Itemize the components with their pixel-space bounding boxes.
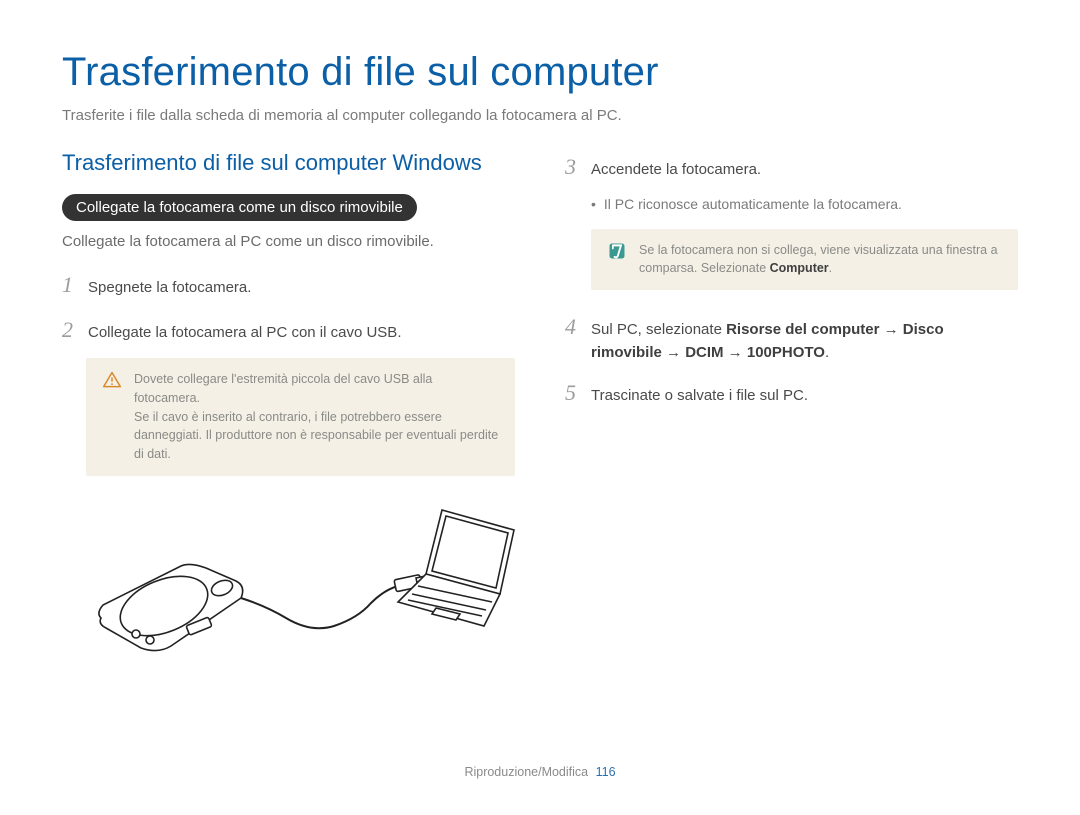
- note-callout: Se la fotocamera non si collega, viene v…: [591, 229, 1018, 291]
- footer-section: Riproduzione/Modifica: [464, 765, 588, 779]
- left-column: Trasferimento di file sul computer Windo…: [62, 150, 515, 683]
- step-number: 1: [62, 268, 78, 301]
- page-title: Trasferimento di file sul computer: [62, 50, 1018, 95]
- step-5: 5 Trascinate o salvate i file sul PC.: [565, 376, 1018, 409]
- content-columns: Trasferimento di file sul computer Windo…: [62, 150, 1018, 683]
- step-3: 3 Accendete la fotocamera.: [565, 150, 1018, 183]
- step-number: 4: [565, 310, 581, 343]
- warning-text: Dovete collegare l'estremità piccola del…: [134, 370, 499, 464]
- step4-a: Sul PC, selezionate: [591, 321, 726, 338]
- bullet-text: Il PC riconosce automaticamente la fotoc…: [604, 195, 902, 215]
- step-text: Trascinate o salvate i file sul PC.: [591, 385, 1018, 408]
- note-text-c: .: [829, 261, 832, 275]
- footer-page-number: 116: [596, 765, 616, 779]
- bullet-icon: [591, 195, 596, 215]
- warning-icon: [102, 370, 122, 464]
- warning-line-2: Se il cavo è inserito al contrario, i fi…: [134, 410, 498, 462]
- step-4: 4 Sul PC, selezionate Risorse del comput…: [565, 310, 1018, 364]
- step-2: 2 Collegate la fotocamera al PC con il c…: [62, 313, 515, 346]
- note-icon: [607, 241, 627, 279]
- step-text: Sul PC, selezionate Risorse del computer…: [591, 319, 1018, 364]
- step-number: 5: [565, 376, 581, 409]
- step-number: 3: [565, 150, 581, 183]
- right-column: 3 Accendete la fotocamera. Il PC riconos…: [565, 150, 1018, 683]
- section-plain-text: Collegate la fotocamera al PC come un di…: [62, 231, 515, 252]
- step-number: 2: [62, 313, 78, 346]
- step-text: Collegate la fotocamera al PC con il cav…: [88, 322, 515, 345]
- warning-line-1: Dovete collegare l'estremità piccola del…: [134, 372, 432, 405]
- step-1: 1 Spegnete la fotocamera.: [62, 268, 515, 301]
- note-text-bold: Computer: [770, 261, 829, 275]
- section-pill: Collegate la fotocamera come un disco ri…: [62, 194, 417, 221]
- step-text: Spegnete la fotocamera.: [88, 277, 515, 300]
- page-intro: Trasferite i file dalla scheda di memori…: [62, 107, 1018, 124]
- page-footer: Riproduzione/Modifica 116: [0, 765, 1080, 779]
- section-subtitle: Trasferimento di file sul computer Windo…: [62, 150, 515, 176]
- usb-connection-illustration: [86, 498, 515, 683]
- step-text: Accendete la fotocamera.: [591, 159, 1018, 182]
- step4-c: .: [825, 344, 829, 361]
- step-3-bullet: Il PC riconosce automaticamente la fotoc…: [591, 195, 1018, 215]
- warning-callout: Dovete collegare l'estremità piccola del…: [86, 358, 515, 476]
- note-text: Se la fotocamera non si collega, viene v…: [639, 241, 1002, 279]
